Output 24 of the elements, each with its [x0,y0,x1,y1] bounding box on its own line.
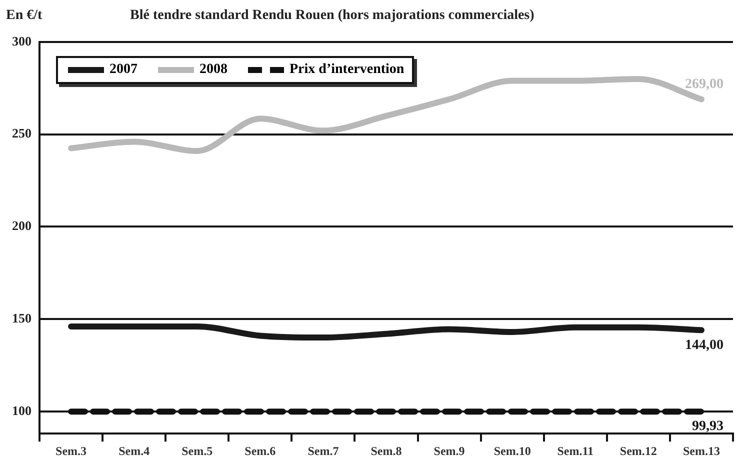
x-tick-label: Sem.4 [118,444,150,458]
x-tick-label: Sem.3 [56,444,87,458]
legend-label: 2007 [110,62,138,78]
x-tick-label: Sem.13 [682,444,720,458]
data-label: 99,93 [692,419,724,434]
legend-label: Prix d’intervention [290,62,404,78]
x-tick-label: Sem.12 [620,444,657,458]
y-tick-label: 100 [12,402,32,418]
data-label: 144,00 [684,338,724,353]
y-tick-label: 300 [12,33,32,48]
x-tick-label: Sem.7 [308,444,339,458]
y-tick-label: 250 [12,126,32,141]
x-tick-label: Sem.10 [494,444,531,458]
x-tick-label: Sem.11 [557,444,594,458]
x-tick-label: Sem.9 [434,444,465,458]
data-label: 269,00 [684,76,724,92]
x-tick-label: Sem.6 [244,444,276,458]
chart-title: Blé tendre standard Rendu Rouen (hors majorations commerciales) [130,8,534,24]
x-tick-label: Sem.8 [370,444,402,458]
x-tick-label: Sem.5 [182,444,213,458]
legend-label: 2008 [200,62,228,78]
y-axis-title: En €/t [6,8,42,24]
y-tick-label: 150 [12,310,32,326]
y-tick-label: 200 [12,218,32,234]
